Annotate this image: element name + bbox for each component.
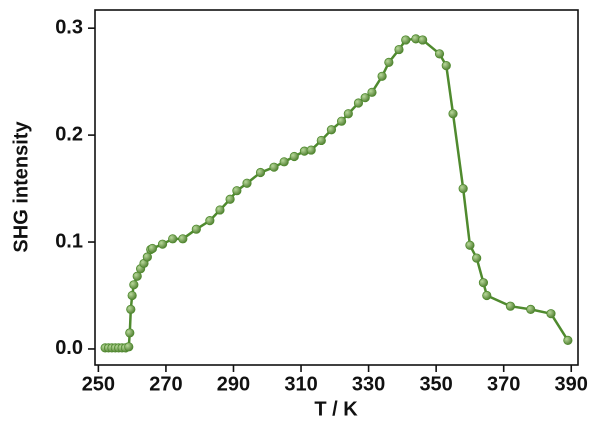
data-point [377, 71, 387, 81]
x-tick-label: 290 [217, 373, 250, 395]
data-point [124, 342, 134, 352]
x-tick-label: 350 [419, 373, 452, 395]
data-point [546, 309, 556, 319]
data-point [401, 35, 411, 45]
x-tick-label: 390 [555, 373, 588, 395]
data-point [215, 205, 225, 215]
y-tick-label: 0.2 [55, 123, 83, 145]
y-tick-label: 0.0 [55, 337, 83, 359]
data-point [126, 304, 136, 314]
data-point [326, 125, 337, 135]
data-point [225, 194, 235, 204]
data-point [526, 304, 536, 314]
data-point [316, 135, 326, 146]
data-point [178, 234, 188, 244]
data-point [360, 93, 370, 103]
data-point [306, 145, 316, 155]
data-point [478, 278, 489, 288]
x-axis-label: T / K [314, 398, 358, 420]
data-point [343, 109, 353, 119]
data-point [127, 290, 137, 301]
data-line [105, 37, 569, 350]
data-point [255, 167, 266, 178]
data-point [157, 239, 168, 249]
data-point [563, 335, 573, 346]
data-point [168, 234, 178, 244]
data-point [205, 216, 215, 226]
data-point [336, 116, 347, 126]
data-point [129, 280, 139, 290]
data-point [191, 224, 201, 234]
data-point [353, 98, 364, 108]
y-tick-label: 0.1 [55, 230, 83, 252]
data-point [482, 290, 492, 301]
data-point [458, 183, 468, 194]
data-point [394, 44, 404, 55]
data-point [142, 252, 152, 262]
data-point [242, 178, 252, 188]
plot-frame [94, 9, 579, 366]
data-point [232, 186, 242, 196]
data-point [434, 49, 445, 59]
data-point [132, 271, 142, 281]
data-point [472, 253, 482, 263]
data-point [465, 240, 475, 250]
data-point [147, 243, 158, 254]
x-tick-label: 310 [284, 373, 317, 395]
data-point [367, 87, 377, 97]
y-axis-label: SHG intensity [10, 121, 32, 253]
x-tick-label: 250 [82, 373, 115, 395]
data-point [505, 301, 516, 311]
data-point [448, 109, 458, 119]
x-tick-label: 270 [149, 373, 182, 395]
y-tick-label: 0.3 [55, 16, 83, 38]
data-point [289, 151, 299, 162]
data-point [279, 157, 289, 167]
data-point [418, 35, 428, 45]
x-tick-label: 370 [487, 373, 520, 395]
data-point [125, 328, 135, 338]
data-point [384, 57, 394, 67]
data-point [269, 162, 279, 172]
data-point [441, 61, 451, 71]
x-tick-label: 330 [352, 373, 385, 395]
